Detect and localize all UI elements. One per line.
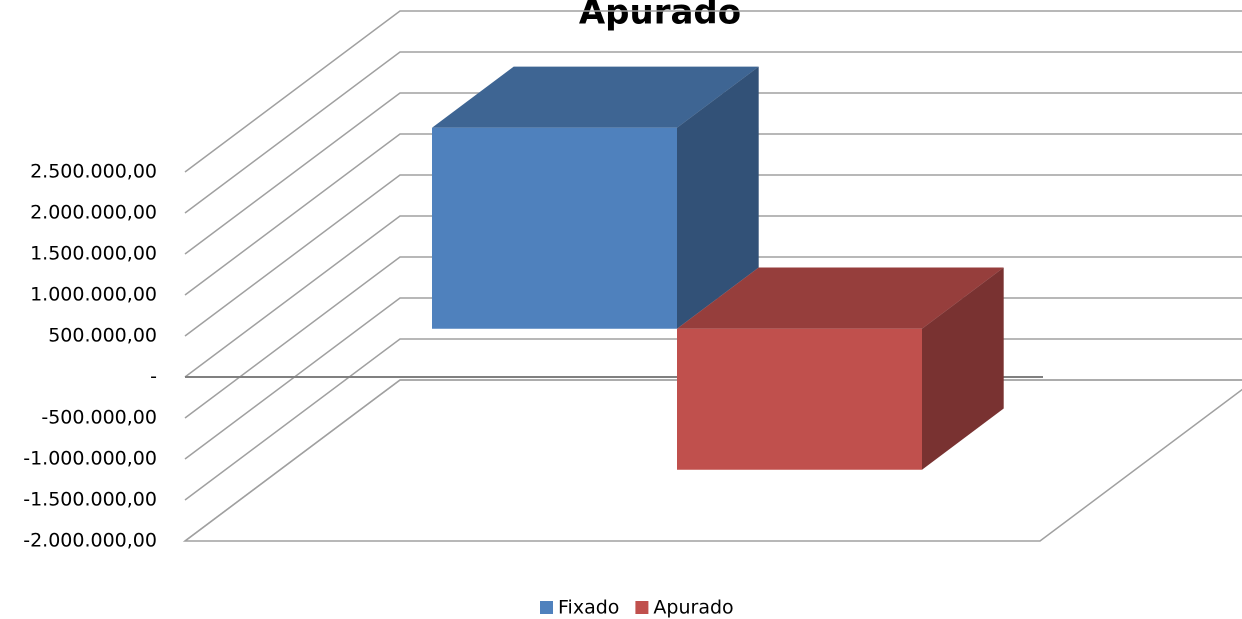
chart-title: Apurado — [579, 0, 741, 33]
legend-label: Fixado — [558, 597, 619, 619]
y-tick-label: -500.000,00 — [41, 407, 157, 429]
grid-line — [184, 10, 1242, 173]
bar-top — [432, 66, 759, 128]
legend: Fixado Apurado — [540, 597, 734, 619]
bar-side — [677, 66, 759, 329]
legend-swatch — [540, 601, 553, 614]
bar — [432, 127, 677, 329]
y-tick-label: -1.000.000,00 — [23, 448, 157, 470]
grid-line — [184, 256, 1242, 419]
grid-line — [184, 133, 1242, 296]
legend-swatch — [635, 601, 649, 614]
grid-line — [184, 92, 1242, 255]
grid-line — [184, 174, 1242, 337]
bar-top — [677, 267, 1004, 329]
y-tick-label: 1.500.000,00 — [30, 243, 157, 265]
y-tick-label: 2.000.000,00 — [30, 202, 157, 224]
y-tick-label: -2.000.000,00 — [23, 530, 157, 552]
y-tick-label: 2.500.000,00 — [30, 161, 157, 183]
grid-line — [184, 51, 1242, 214]
grid-line — [184, 379, 1242, 542]
grid-line — [184, 215, 1242, 378]
bar-side — [922, 267, 1004, 470]
legend-label: Apurado — [653, 597, 733, 619]
grid-line — [184, 338, 1242, 501]
y-tick-label: 1.000.000,00 — [30, 284, 157, 306]
y-tick-label: - — [150, 366, 157, 388]
y-tick-label: -1.500.000,00 — [23, 489, 157, 511]
grid-line — [184, 297, 1242, 460]
y-tick-label: 500.000,00 — [48, 325, 157, 347]
bar — [677, 328, 922, 470]
